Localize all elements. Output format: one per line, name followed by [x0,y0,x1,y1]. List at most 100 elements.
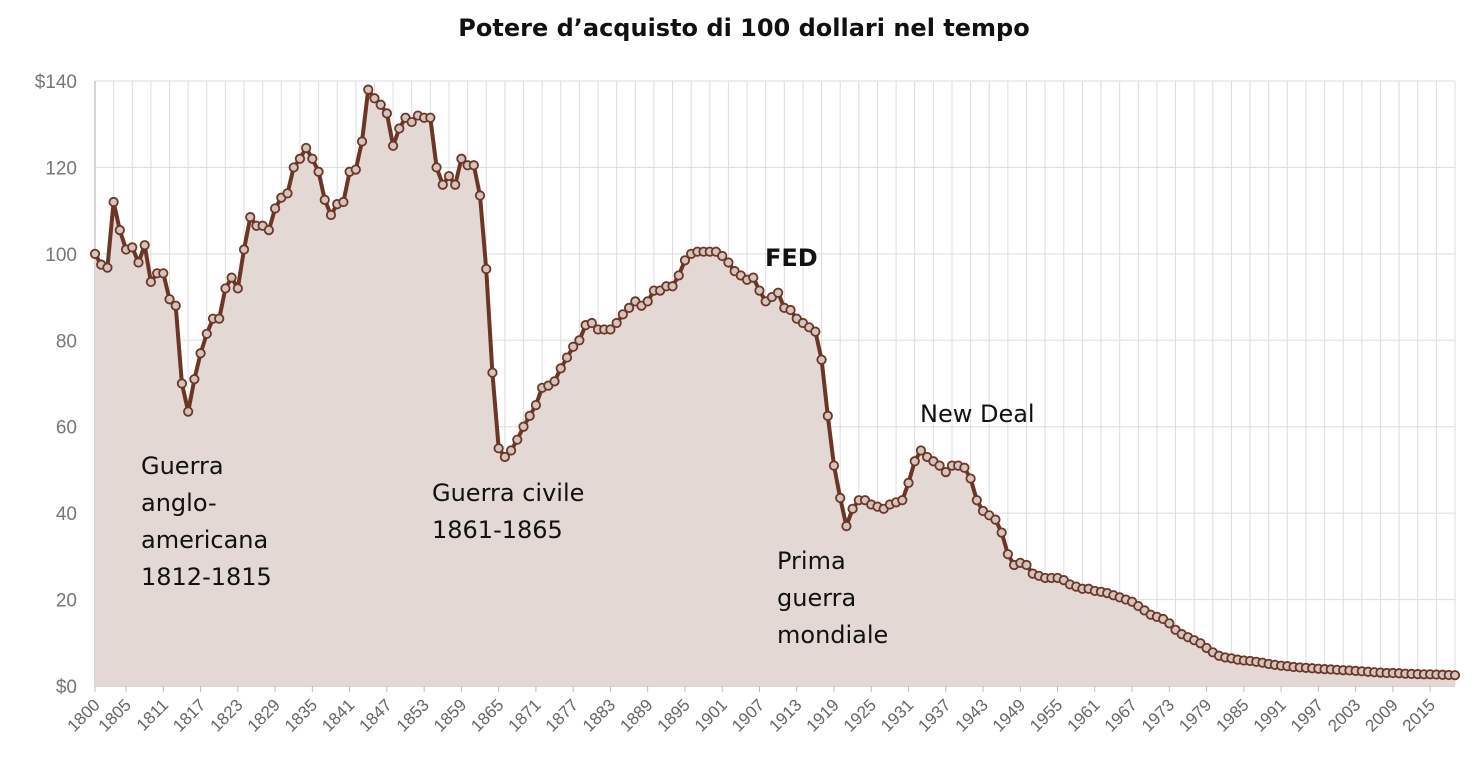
x-tick-label: 1901 [691,695,731,735]
x-tick-label: 1841 [318,695,358,735]
x-tick-label: 1823 [206,695,246,735]
data-point [903,477,914,488]
data-point [431,162,442,173]
data-point [605,324,616,335]
data-area [95,89,1455,687]
data-point [238,244,250,255]
x-tick-label: 1883 [579,695,619,735]
data-point [1164,618,1175,629]
data-point [723,257,734,268]
annotation-fed: FED [765,240,818,277]
x-tick-label: 1913 [765,695,805,735]
data-point [934,460,945,471]
data-point [195,348,206,359]
y-tick-label: 40 [56,504,77,525]
data-point [443,170,455,182]
annotation-line: FED [765,244,818,272]
x-tick-label: 1991 [1250,695,1290,735]
data-point [307,153,318,164]
data-point [996,527,1007,538]
x-tick-label: 1925 [840,695,880,735]
annotation-line: Guerra [141,452,224,480]
data-point [102,262,113,273]
data-point [139,240,150,251]
data-point [313,166,324,177]
data-point [847,503,858,514]
x-tick-label: 1967 [1101,695,1141,735]
data-point [183,406,194,417]
data-point [356,136,368,147]
data-point [642,296,653,307]
series-area [95,89,1455,687]
data-point [381,108,392,119]
data-point [568,341,579,352]
data-point [512,434,523,445]
y-tick-label: $0 [56,677,77,698]
x-tick-label: 1859 [430,695,470,735]
data-point [524,410,535,422]
data-point [176,378,188,389]
data-point [263,224,274,236]
data-point [530,400,542,411]
x-tick-label: 1949 [989,695,1029,735]
data-point [394,123,405,134]
x-tick-label: 1865 [467,695,507,735]
annotation-new-deal: New Deal [920,396,1035,433]
data-point [269,203,281,214]
data-point [959,462,970,473]
data-point [214,313,225,324]
annotation-line: mondiale [777,621,889,649]
x-tick-label: 1961 [1063,695,1103,735]
data-point [201,328,212,339]
x-tick-label: 2003 [1324,695,1364,735]
data-point [456,153,467,164]
data-point [406,116,417,128]
data-point [220,283,231,294]
y-tick-label: 100 [45,245,77,266]
data-point [555,363,566,374]
x-tick-label: 1847 [356,695,396,735]
x-tick-label: 2015 [1399,695,1439,735]
data-point [450,179,461,190]
data-point [350,164,361,175]
x-tick-label: 1931 [877,695,917,735]
data-point [667,281,678,292]
data-point [561,352,573,363]
annotation-line: guerra [777,584,857,612]
annotation-line: anglo- [141,489,217,517]
annotation-line: Prima [777,547,846,575]
x-tick-label: 1811 [133,695,172,734]
data-point [990,514,1001,525]
data-point [158,268,169,279]
annotation-line: americana [141,526,269,554]
data-point [754,285,765,296]
y-tick-label: $140 [35,72,77,93]
data-point [717,250,728,262]
data-point [773,287,784,298]
data-point [841,521,852,532]
annotation-line: 1812-1815 [141,563,272,591]
data-point [623,302,635,313]
data-point [909,456,920,467]
x-tick-label: 1805 [95,695,135,735]
data-point [549,376,560,387]
data-point [816,354,827,365]
x-tick-label: 1853 [393,695,433,735]
data-markers [89,84,1461,681]
data-point [897,495,908,506]
data-point [325,209,337,221]
data-point [363,84,374,95]
data-point [493,443,504,454]
data-point [127,242,138,253]
data-point [940,466,951,478]
data-point [748,272,759,283]
data-point [679,255,691,266]
x-tick-label: 1829 [244,695,284,735]
data-point [170,300,181,311]
annotation-ww1: Prima guerra mondiale [777,543,888,654]
data-point [673,270,684,281]
data-point [164,294,175,305]
x-tick-label: 1943 [952,695,992,735]
data-point [822,410,833,422]
